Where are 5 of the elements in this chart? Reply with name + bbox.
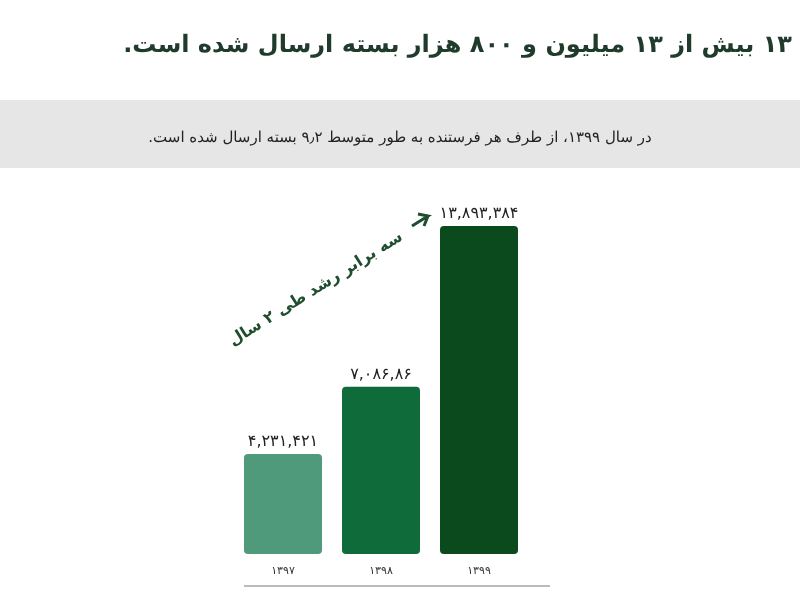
annotation: سه برابر رشد طی ۲ سال xyxy=(225,227,407,350)
data-label: ۴,۲۳۱,۴۲۱ xyxy=(247,432,319,451)
data-label: ۱۳,۸۹۳,۳۸۴ xyxy=(439,204,519,222)
data-label: ۷,۰۸۶,۸۶ xyxy=(350,364,412,383)
chart-title: ۱۳ بیش از ۱۳ میلیون و ۸۰۰ هزار بسته ارسال شده است. xyxy=(123,30,794,58)
